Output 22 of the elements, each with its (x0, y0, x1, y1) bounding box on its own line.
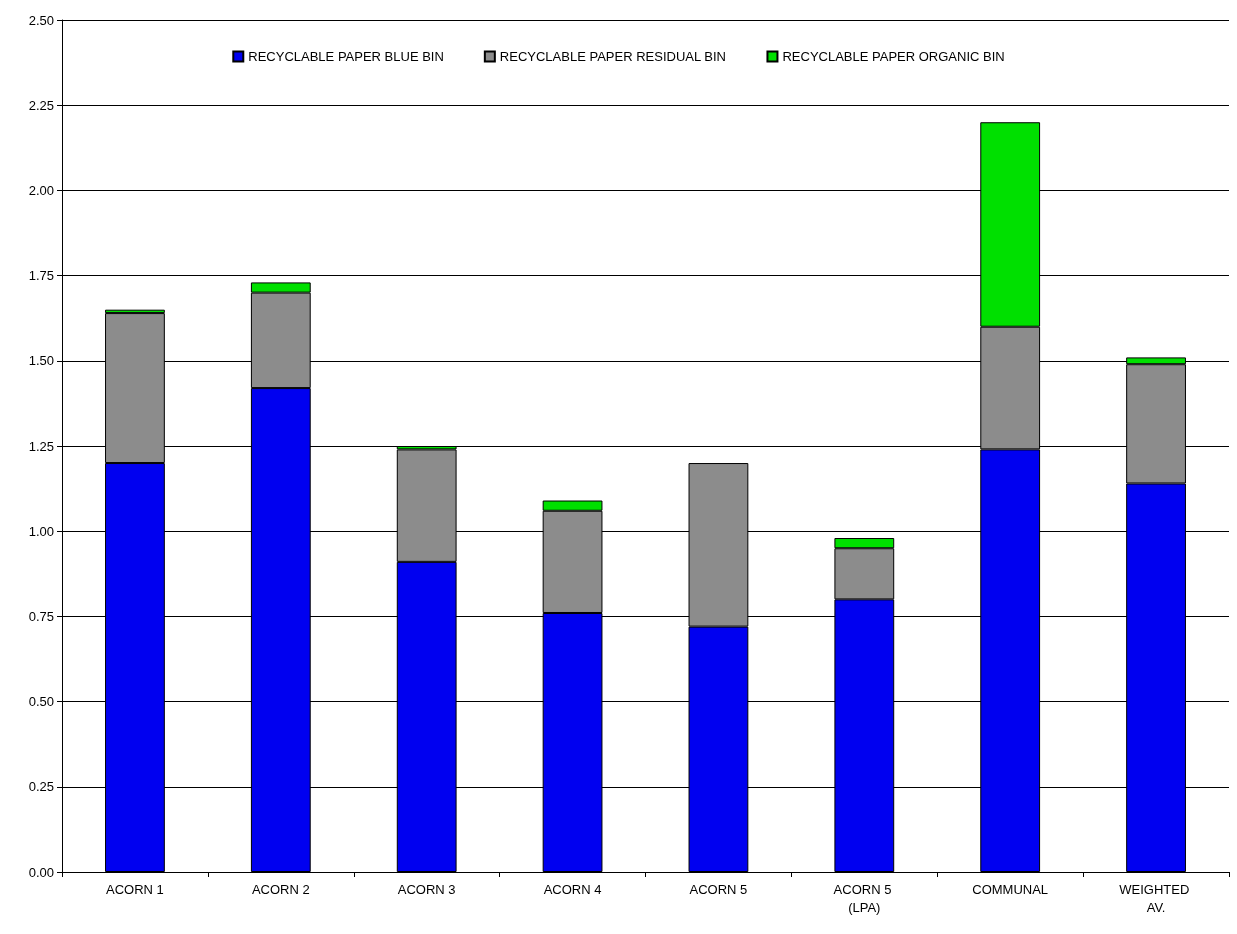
y-tick-label: 0.00 (28, 864, 54, 880)
y-tick-label: 1.75 (28, 268, 54, 284)
x-tick-label: WEIGHTED AV. (1119, 881, 1193, 915)
y-tick-label: 0.75 (28, 608, 54, 624)
x-tick-label: COMMUNAL (972, 881, 1049, 897)
y-tick-label: 0.25 (28, 779, 54, 795)
x-tick-label: ACORN 4 (543, 881, 602, 897)
legend-label: RECYCLABLE PAPER RESIDUAL BIN (499, 49, 726, 64)
x-tick-label: ACORN 3 (397, 881, 456, 897)
x-tick-label: ACORN 5 (689, 881, 748, 897)
legend-label: RECYCLABLE PAPER ORGANIC BIN (782, 49, 1005, 64)
y-tick-label: 2.50 (28, 12, 54, 28)
x-tick-label: ACORN 1 (106, 881, 164, 897)
y-tick-label: 2.00 (28, 182, 54, 198)
y-tick-label: 1.00 (28, 523, 54, 539)
x-tick-label: ACORN 5 (LPA) (833, 881, 896, 915)
legend-label: RECYCLABLE PAPER BLUE BIN (248, 49, 444, 64)
x-tick-label: ACORN 2 (251, 881, 310, 897)
y-tick-label: 2.25 (28, 97, 54, 113)
y-tick-label: 1.50 (28, 353, 54, 369)
y-tick-label: 0.50 (28, 694, 54, 710)
y-tick-label: 1.25 (28, 438, 54, 454)
